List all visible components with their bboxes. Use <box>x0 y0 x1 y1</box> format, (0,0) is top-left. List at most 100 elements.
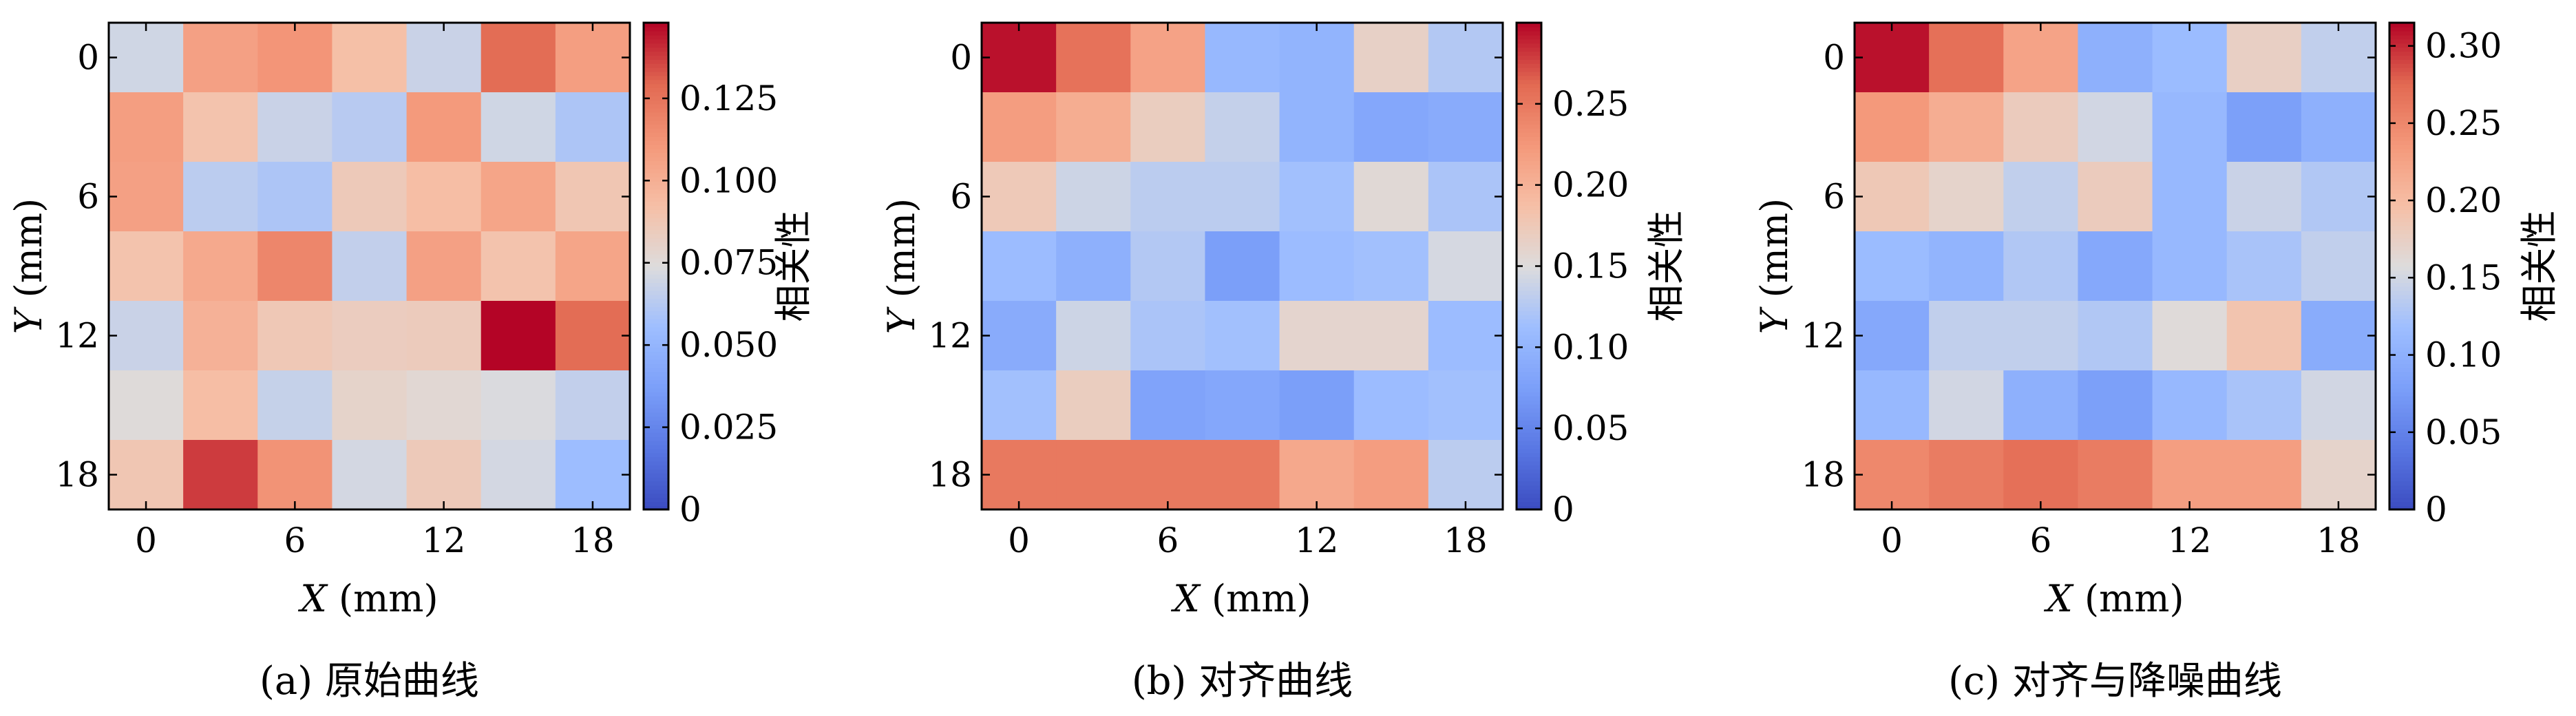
x-tick-label: 12 <box>422 520 466 560</box>
colorbar-segment <box>644 205 668 210</box>
colorbar-segment <box>2389 286 2414 291</box>
colorbar-segment <box>644 87 668 92</box>
y-tick-label: 18 <box>928 455 972 495</box>
heatmap-cell <box>555 440 631 510</box>
colorbar-segment <box>2389 310 2414 315</box>
heatmap-cell <box>481 92 556 162</box>
colorbar-segment <box>1517 493 1541 498</box>
colorbar-segment <box>1517 383 1541 389</box>
colorbar-segment <box>1517 34 1541 40</box>
colorbar-tick-label: 0.30 <box>2425 26 2502 66</box>
heatmap-cell <box>109 440 184 510</box>
colorbar-segment <box>644 375 668 381</box>
heatmap-cell <box>1353 231 1429 302</box>
heatmap-cell <box>109 301 184 371</box>
colorbar-tick-label: 0.025 <box>679 408 778 448</box>
colorbar-segment <box>1517 335 1541 340</box>
colorbar-segment <box>644 253 668 259</box>
colorbar-segment <box>644 322 668 328</box>
colorbar-segment <box>644 34 668 40</box>
heatmap-cell <box>1279 231 1355 302</box>
x-tick-label: 6 <box>284 520 306 560</box>
colorbar-segment <box>644 165 668 169</box>
colorbar-segment <box>2389 148 2414 154</box>
y-tick-label: 12 <box>1801 316 1845 356</box>
colorbar-tick-label: 0.075 <box>679 243 778 283</box>
colorbar-segment <box>1517 388 1541 392</box>
colorbar-tick-label: 0 <box>1552 489 1574 529</box>
colorbar-tick-label: 0.25 <box>1552 84 1629 124</box>
colorbar-segment <box>1517 396 1541 401</box>
colorbar-segment <box>644 43 668 48</box>
colorbar-segment <box>1517 221 1541 227</box>
heatmap-cell <box>1279 301 1355 371</box>
colorbar-segment <box>1517 476 1541 482</box>
colorbar-segment <box>1517 96 1541 101</box>
colorbar-segment <box>644 193 668 198</box>
colorbar-segment <box>2389 128 2414 133</box>
heatmap-cell <box>2226 370 2302 441</box>
colorbar-segment <box>2389 302 2414 308</box>
colorbar-label: 相关性 <box>1645 211 1688 322</box>
heatmap-cell <box>2003 23 2079 93</box>
colorbar-segment <box>644 225 668 231</box>
colorbar-segment <box>2389 278 2414 283</box>
colorbar-segment <box>2389 375 2414 381</box>
colorbar-segment <box>644 59 668 64</box>
heatmap-cell <box>2301 23 2376 93</box>
colorbar-segment <box>644 472 668 478</box>
colorbar-segment <box>644 505 668 510</box>
colorbar-segment <box>1517 92 1541 96</box>
y-axis-unit: (mm) <box>7 198 50 310</box>
colorbar-segment <box>644 201 668 206</box>
y-axis-label: Y (mm) <box>1753 198 1796 334</box>
heatmap-cell <box>183 370 258 441</box>
colorbar-segment <box>644 339 668 344</box>
heatmap-cell <box>2226 440 2302 510</box>
panel-caption: (c) 对齐与降噪曲线 <box>1948 659 2282 704</box>
heatmap-cell <box>1056 370 1131 441</box>
colorbar-segment <box>644 156 668 162</box>
colorbar-segment <box>644 30 668 36</box>
y-tick-label: 12 <box>55 316 99 356</box>
colorbar-segment <box>1517 225 1541 231</box>
colorbar-segment <box>1517 420 1541 425</box>
colorbar-segment <box>2389 399 2414 405</box>
heatmap-cell <box>481 231 556 302</box>
colorbar-segment <box>1517 148 1541 154</box>
colorbar-segment <box>644 420 668 425</box>
colorbar-segment <box>2389 51 2414 56</box>
colorbar-segment <box>1517 355 1541 360</box>
colorbar-tick-label: 0.05 <box>1552 408 1629 448</box>
y-axis-variable: Y <box>1753 306 1796 334</box>
heatmap-cell <box>2078 440 2153 510</box>
colorbar-segment <box>2389 476 2414 482</box>
colorbar-segment <box>1517 469 1541 474</box>
colorbar-segment <box>644 83 668 89</box>
colorbar-segment <box>644 116 668 121</box>
heatmap-cell <box>982 370 1057 441</box>
colorbar-segment <box>2389 432 2414 437</box>
colorbar-segment <box>1517 229 1541 235</box>
colorbar-segment <box>644 172 668 178</box>
colorbar-tick-label: 0.10 <box>1552 327 1629 367</box>
colorbar-segment <box>1517 286 1541 291</box>
y-tick-label: 6 <box>77 177 99 217</box>
colorbar-segment <box>2389 440 2414 445</box>
heatmap-cell <box>1205 231 1280 302</box>
colorbar-segment <box>2389 83 2414 89</box>
colorbar-segment <box>2389 213 2414 218</box>
colorbar-segment <box>1517 310 1541 315</box>
colorbar-segment <box>2389 249 2414 255</box>
colorbar-tick-label: 0.10 <box>2425 335 2502 375</box>
heatmap-cell <box>555 23 631 93</box>
heatmap-cell <box>481 23 556 93</box>
panel-caption: (b) 对齐曲线 <box>1132 659 1353 704</box>
colorbar-segment <box>2389 412 2414 417</box>
y-tick-label: 18 <box>55 455 99 495</box>
heatmap-cell <box>183 92 258 162</box>
colorbar-segment <box>1517 497 1541 503</box>
heatmap-cell <box>1929 92 2004 162</box>
heatmap-cell <box>2301 370 2376 441</box>
